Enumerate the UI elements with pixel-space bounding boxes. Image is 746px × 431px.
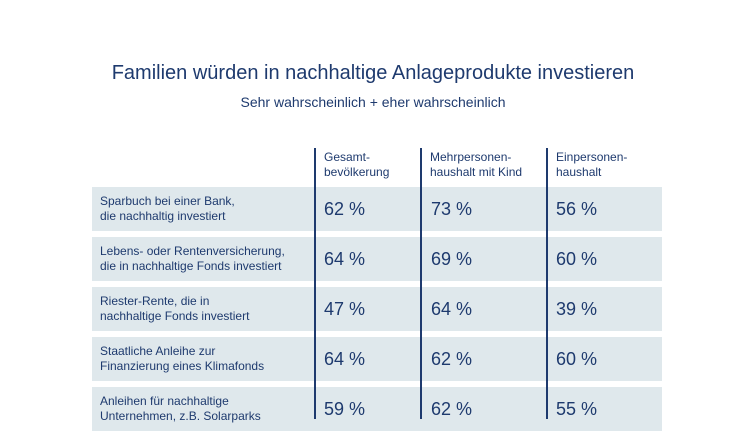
value-mehrpersonen: 62 % xyxy=(431,349,473,369)
row-label: Riester-Rente, die in nachhaltige Fonds … xyxy=(100,294,250,323)
column-divider xyxy=(314,148,316,419)
page-title: Familien würden in nachhaltige Anlagepro… xyxy=(111,62,635,84)
value-gesamt: 59 % xyxy=(324,399,366,419)
table-row: Anleihen für nachhaltige Unternehmen, z.… xyxy=(92,387,662,431)
value-mehrpersonen: 64 % xyxy=(431,299,473,319)
column-header-einpersonen: Einpersonen- haushalt xyxy=(556,150,628,179)
value-einpersonen: 60 % xyxy=(556,349,598,369)
table-row: Staatliche Anleihe zur Finanzierung eine… xyxy=(92,337,662,381)
table-row: Sparbuch bei einer Bank, die nachhaltig … xyxy=(92,187,662,231)
column-divider xyxy=(420,148,422,419)
value-mehrpersonen: 69 % xyxy=(431,249,473,269)
table-row: Riester-Rente, die in nachhaltige Fonds … xyxy=(92,287,662,331)
value-gesamt: 62 % xyxy=(324,199,366,219)
table-row: Lebens- oder Rentenversicherung, die in … xyxy=(92,237,662,281)
column-header-gesamt: Gesamt- bevölkerung xyxy=(324,150,390,179)
value-gesamt: 64 % xyxy=(324,349,366,369)
value-einpersonen: 55 % xyxy=(556,399,598,419)
value-einpersonen: 39 % xyxy=(556,299,598,319)
column-header-mehrpersonen: Mehrpersonen- haushalt mit Kind xyxy=(430,150,523,179)
value-gesamt: 47 % xyxy=(324,299,366,319)
value-mehrpersonen: 62 % xyxy=(431,399,473,419)
page-subtitle: Sehr wahrscheinlich + eher wahrscheinlic… xyxy=(240,94,506,110)
value-gesamt: 64 % xyxy=(324,249,366,269)
column-divider xyxy=(546,148,548,419)
value-einpersonen: 56 % xyxy=(556,199,598,219)
value-mehrpersonen: 73 % xyxy=(431,199,473,219)
row-label: Sparbuch bei einer Bank, die nachhaltig … xyxy=(100,194,235,223)
row-label: Anleihen für nachhaltige Unternehmen, z.… xyxy=(100,394,261,423)
row-label: Staatliche Anleihe zur Finanzierung eine… xyxy=(100,344,265,373)
value-einpersonen: 60 % xyxy=(556,249,598,269)
row-label: Lebens- oder Rentenversicherung, die in … xyxy=(100,244,285,273)
